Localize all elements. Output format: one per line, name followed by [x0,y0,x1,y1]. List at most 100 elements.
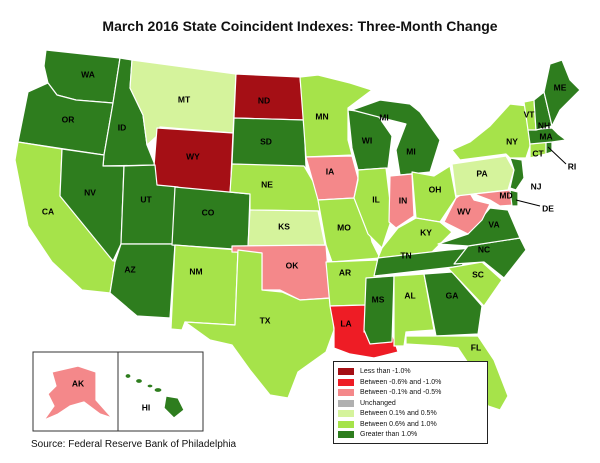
state-GA [423,271,483,337]
legend-swatch [338,368,354,375]
label-LA: LA [340,318,351,328]
legend-swatch [338,399,354,407]
state-AK [43,365,113,421]
legend-label: Between -0.6% and -1.0% [360,378,442,386]
legend-item: Between 0.6% and 1.0% [338,420,437,429]
state-NM [170,244,239,331]
label-ID: ID [118,122,127,132]
label-WI: WI [362,135,372,145]
label-TX: TX [260,315,271,325]
label-SC: SC [472,269,484,279]
label-SD: SD [260,136,272,146]
state-IL [353,167,393,249]
label-NC: NC [478,244,490,254]
label-MT: MT [178,94,191,104]
label-VT: VT [524,109,536,119]
state-NJ [509,157,525,191]
label-IL: IL [372,194,380,204]
state-SD [231,117,307,169]
label-MO: MO [337,222,351,232]
label-MN: MN [315,111,328,121]
label-WV: WV [457,206,471,216]
label-HI: HI [142,402,151,412]
state-SC [447,261,503,307]
label-NJ: NJ [531,181,542,191]
state-AZ [109,243,176,319]
state-TX [184,249,335,399]
label-NV: NV [84,187,96,197]
legend-label: Less than -1.0% [360,368,411,375]
label-IA: IA [326,166,335,176]
label-GA: GA [446,290,459,300]
label-IN: IN [399,195,408,205]
legend-label: Between 0.1% and 0.5% [360,410,437,417]
label-CA: CA [42,206,54,216]
state-labels: WA OR CA ID NV MT WY UT AZ CO NM ND SD N… [42,69,576,352]
label-MD: MD [499,190,512,200]
label-WA: WA [81,69,95,79]
label-UT: UT [140,194,152,204]
state-MD [473,189,515,207]
state-MI [351,99,441,176]
label-TN: TN [400,250,411,260]
label-WY: WY [186,151,200,161]
label-MI: MI [406,146,415,156]
label-NE: NE [261,179,273,189]
legend-label: Between -0.1% and -0.5% [360,389,442,396]
legend-label: Between 0.6% and 1.0% [360,420,437,428]
state-CO [171,186,251,251]
label-RI: RI [568,161,577,171]
label-ND: ND [258,95,270,105]
label-OR: OR [62,114,75,124]
legend-item: Between -0.6% and -1.0% [338,378,441,387]
legend-swatch [338,431,354,438]
legend-item: Less than -1.0% [338,367,411,376]
label-NH: NH [538,120,550,130]
label-KS: KS [278,221,290,231]
legend-item: Between 0.1% and 0.5% [338,409,437,418]
state-MS [363,275,395,345]
label-MS: MS [372,294,385,304]
legend-swatch [338,389,354,396]
legend-item: Greater than 1.0% [338,430,417,439]
label-CO: CO [202,207,215,217]
legend-item: Between -0.1% and -0.5% [338,388,441,397]
ri-callout-line [547,146,567,165]
state-WV [443,189,491,235]
state-IN [388,173,415,229]
label-CT: CT [532,148,544,158]
source-note: Source: Federal Reserve Bank of Philadel… [31,439,237,450]
label-OH: OH [429,184,442,194]
legend-swatch [338,420,354,428]
hawaii-islands [124,372,185,419]
label-MI-upper: MI [379,112,388,122]
legend-label: Greater than 1.0% [360,431,418,438]
de-callout-line [515,199,541,207]
label-OK: OK [286,260,300,270]
legend-swatch [338,410,354,417]
label-AR: AR [339,267,351,277]
state-ME [543,59,581,127]
map-title: March 2016 State Coincident Indexes: Thr… [102,18,498,34]
legend: Less than -1.0% Between -0.6% and -1.0% Be… [333,361,488,444]
label-KY: KY [420,227,432,237]
label-ME: ME [554,82,567,92]
legend-item: Unchanged [338,399,396,408]
state-MA [527,127,567,145]
label-AZ: AZ [124,264,135,274]
label-MA: MA [539,131,552,141]
label-AL: AL [404,290,415,300]
state-PA [451,155,515,197]
legend-label: Unchanged [360,399,396,407]
legend-swatch [338,378,354,386]
label-VA: VA [488,219,499,229]
label-AK: AK [72,378,85,388]
label-PA: PA [476,168,487,178]
state-NY [451,103,531,161]
state-DE [509,189,519,207]
label-NY: NY [506,136,518,146]
label-DE: DE [542,203,554,213]
label-FL: FL [471,342,481,352]
label-NM: NM [189,266,202,276]
